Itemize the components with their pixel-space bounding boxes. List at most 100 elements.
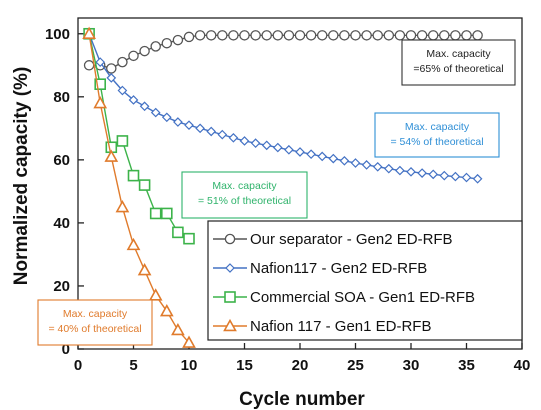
annotation-soa: Max. capacity = 51% of theoretical (181, 171, 308, 219)
data-point (461, 30, 472, 41)
legend: Our separator - Gen2 ED-RFB Nafion117 - G… (207, 220, 523, 341)
data-point (173, 117, 183, 127)
legend-marker (223, 318, 237, 332)
data-point (372, 161, 383, 172)
data-point (272, 30, 284, 41)
annotation-box (401, 39, 516, 86)
data-point (116, 135, 129, 147)
annotation-box (37, 299, 153, 346)
legend-item: Commercial SOA - Gen1 ED-RFB (213, 289, 475, 306)
y-axis-title: Normalized capacity (%) (11, 67, 32, 286)
annotation-box (374, 112, 500, 158)
data-point (159, 304, 174, 317)
legend-marker (225, 263, 235, 273)
data-point (361, 160, 372, 170)
data-point (450, 171, 461, 182)
data-point (305, 30, 317, 41)
data-point (148, 288, 163, 301)
data-point (137, 263, 152, 276)
data-point (150, 107, 161, 118)
data-point (128, 50, 139, 62)
x-tick-label: 0 (74, 357, 82, 374)
data-point (117, 85, 128, 96)
y-tick-label: 60 (53, 152, 70, 169)
data-point (149, 207, 162, 220)
data-point (339, 30, 350, 41)
x-axis-title: Cycle number (239, 389, 365, 410)
data-point (250, 138, 261, 148)
data-point (350, 158, 361, 168)
x-tick-label: 20 (292, 357, 309, 374)
y-tick-label: 0 (62, 341, 70, 358)
data-point (93, 95, 108, 109)
data-point (161, 207, 173, 220)
data-point (150, 41, 161, 52)
annotation-text: Max. capacity (405, 121, 470, 133)
data-point (395, 165, 405, 176)
data-point (182, 335, 196, 348)
x-tick-label: 5 (129, 357, 137, 374)
data-point (283, 30, 295, 41)
data-point (239, 30, 250, 41)
data-point (139, 101, 150, 112)
data-point (95, 57, 106, 67)
data-point (94, 78, 106, 90)
data-point (228, 30, 239, 41)
y-tick-label: 40 (53, 215, 70, 232)
series-circle (83, 30, 483, 74)
data-point (183, 232, 195, 245)
data-point (139, 45, 150, 57)
legend-marker (224, 291, 236, 303)
data-point (394, 30, 406, 41)
data-point (127, 169, 140, 182)
data-point (217, 129, 228, 140)
data-point (383, 30, 395, 41)
data-point (405, 30, 417, 41)
data-point (295, 147, 305, 157)
legend-box (207, 220, 523, 341)
data-point (161, 112, 172, 123)
data-point (106, 63, 117, 74)
data-point (416, 30, 428, 41)
series-triangle (82, 26, 196, 348)
annotation-box (181, 171, 308, 219)
x-tick-label: 25 (347, 357, 364, 374)
series-group (82, 26, 483, 348)
data-point (183, 31, 195, 43)
data-point (184, 120, 194, 131)
data-point (217, 30, 228, 41)
legend-item: Nafion117 - Gen2 ED-RFB (213, 260, 427, 277)
data-point (128, 95, 139, 105)
legend-label: Nafion117 - Gen2 ED-RFB (250, 260, 427, 277)
annotation-n1: Max. capacity = 40% of theoretical (37, 299, 153, 346)
data-point (472, 30, 483, 41)
data-point (350, 30, 361, 41)
legend-label: Commercial SOA - Gen1 ED-RFB (250, 289, 475, 306)
x-tick-label: 40 (514, 357, 531, 374)
annotation-text: = 54% of theoretical (390, 136, 483, 148)
y-tick-label: 80 (53, 89, 70, 106)
data-point (250, 30, 261, 41)
data-point (372, 30, 383, 41)
data-point (439, 170, 450, 181)
series-line (88, 33, 190, 344)
data-point (383, 163, 394, 174)
y-tick-label: 20 (53, 278, 70, 295)
data-point (261, 140, 272, 151)
data-point (428, 169, 439, 180)
data-point (126, 237, 141, 251)
data-point (328, 153, 339, 164)
data-point (316, 30, 328, 41)
data-point (427, 30, 439, 41)
y-axis-ticks: 0 20 40 60 80 100 (45, 26, 84, 358)
data-point (294, 30, 306, 41)
data-point (284, 144, 294, 155)
data-point (406, 166, 416, 177)
legend-label: Our separator - Gen2 ED-RFB (250, 231, 453, 248)
x-tick-label: 35 (458, 357, 475, 374)
data-point (104, 149, 119, 162)
annotation-text: Max. capacity (426, 48, 491, 60)
data-point (172, 34, 184, 46)
